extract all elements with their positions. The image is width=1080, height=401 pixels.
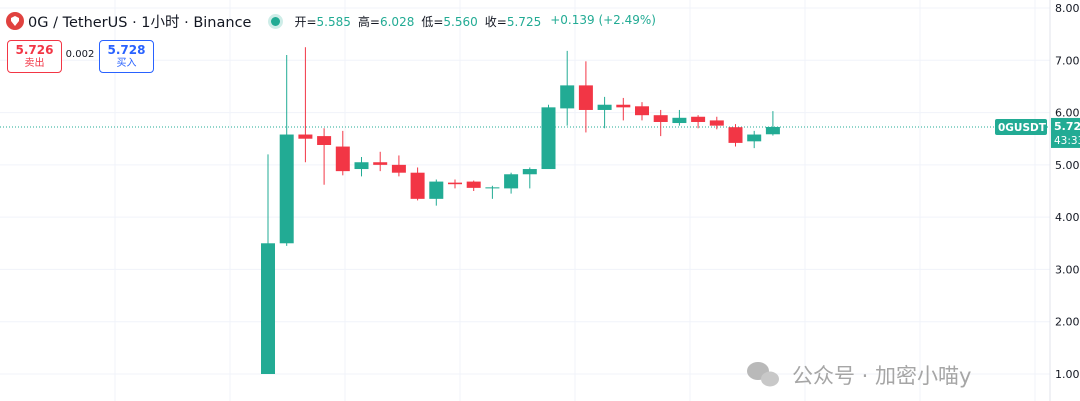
open-label: 开 — [294, 14, 307, 29]
candles-layer — [261, 47, 780, 374]
candle-body-down — [691, 116, 706, 122]
low-field: 低=5.560 — [421, 14, 478, 29]
y-tick-label: 4.000 — [1055, 211, 1080, 224]
candle-body-up — [429, 181, 444, 199]
sell-price: 5.726 — [15, 43, 54, 57]
candle-body-up — [672, 117, 687, 124]
candle-body-up — [560, 85, 575, 109]
candle-body-up — [765, 126, 780, 135]
y-tick-label: 1.000 — [1055, 368, 1080, 381]
coin-icon — [6, 12, 24, 30]
candle-body-down — [616, 104, 631, 108]
candle-body-up — [504, 174, 519, 189]
candle-body-up — [354, 162, 369, 170]
symbol-title[interactable]: 0G / TetherUS · 1小时 · Binance — [28, 14, 252, 31]
candle-body-down — [391, 164, 406, 173]
ticker-label: 0GUSDT — [998, 122, 1047, 134]
candle-body-down — [410, 172, 425, 199]
candle-body-down — [653, 115, 668, 122]
watermark-text: 公众号 · 加密小喵y — [792, 364, 971, 388]
wechat-icon-2 — [761, 371, 779, 387]
price-axis[interactable]: 1.000 2.000 3.000 4.000 5.000 6.000 7.000 8.000… — [995, 0, 1080, 401]
open-value: 5.585 — [316, 14, 351, 29]
y-tick-label: 2.000 — [1055, 316, 1080, 329]
y-tick-label: 3.000 — [1055, 263, 1080, 276]
market-status-icon — [271, 16, 281, 26]
y-tick-label: 8.000 — [1055, 2, 1080, 15]
candle-body-up — [597, 104, 612, 110]
candle-body-down — [578, 85, 593, 110]
high-label: 高 — [357, 14, 370, 29]
chart-grid — [0, 0, 1050, 401]
sell-label: 卖出 — [24, 58, 45, 69]
close-label: 收 — [484, 14, 497, 29]
chart-legend: 0G / TetherUS · 1小时 · Binance 开=5.585 高=… — [6, 9, 656, 33]
candle-body-up — [485, 187, 500, 189]
countdown-label: 43:33 — [1054, 135, 1080, 147]
low-label: 低 — [421, 14, 434, 29]
candle-body-up — [747, 134, 762, 142]
candle-body-down — [298, 134, 313, 139]
last-price-box — [1051, 117, 1080, 148]
last-price-label: 5.725 — [1054, 120, 1080, 133]
open-field: 开=5.585 — [294, 14, 351, 29]
y-tick-label: 5.000 — [1055, 159, 1080, 172]
candle-body-down — [317, 136, 332, 145]
watermark: 公众号 · 加密小喵y — [747, 362, 971, 388]
buy-button[interactable]: 5.728 买入 — [99, 40, 154, 73]
candle-body-down — [373, 162, 388, 165]
candle-body-up — [279, 134, 294, 244]
buy-price: 5.728 — [107, 43, 146, 57]
candle-body-down — [709, 120, 724, 126]
y-tick-label: 7.000 — [1055, 54, 1080, 67]
change-value: +0.139 (+2.49%) — [550, 12, 656, 27]
high-value: 6.028 — [379, 14, 415, 29]
y-tick-label: 6.000 — [1055, 107, 1080, 120]
close-value: 5.725 — [506, 14, 542, 29]
candle-body-up — [541, 107, 556, 170]
candle-body-down — [466, 181, 481, 188]
candle-body-up — [261, 243, 275, 374]
buy-label: 买入 — [116, 58, 137, 69]
candle-body-down — [335, 146, 350, 172]
spread-value: 0.002 — [65, 49, 95, 60]
close-field: 收=5.725 — [484, 14, 542, 29]
ticker-label-box — [995, 118, 1047, 135]
ohlc-values: 开=5.585 高=6.028 低=5.560 收=5.725 +0.139 (… — [294, 13, 656, 30]
candle-body-up — [522, 169, 537, 175]
low-value: 5.560 — [443, 14, 478, 29]
high-field: 高=6.028 — [357, 14, 415, 29]
sell-button[interactable]: 5.726 卖出 — [7, 40, 62, 73]
candle-body-down — [635, 106, 649, 116]
candle-body-down — [728, 127, 743, 143]
candle-body-down — [448, 182, 462, 185]
